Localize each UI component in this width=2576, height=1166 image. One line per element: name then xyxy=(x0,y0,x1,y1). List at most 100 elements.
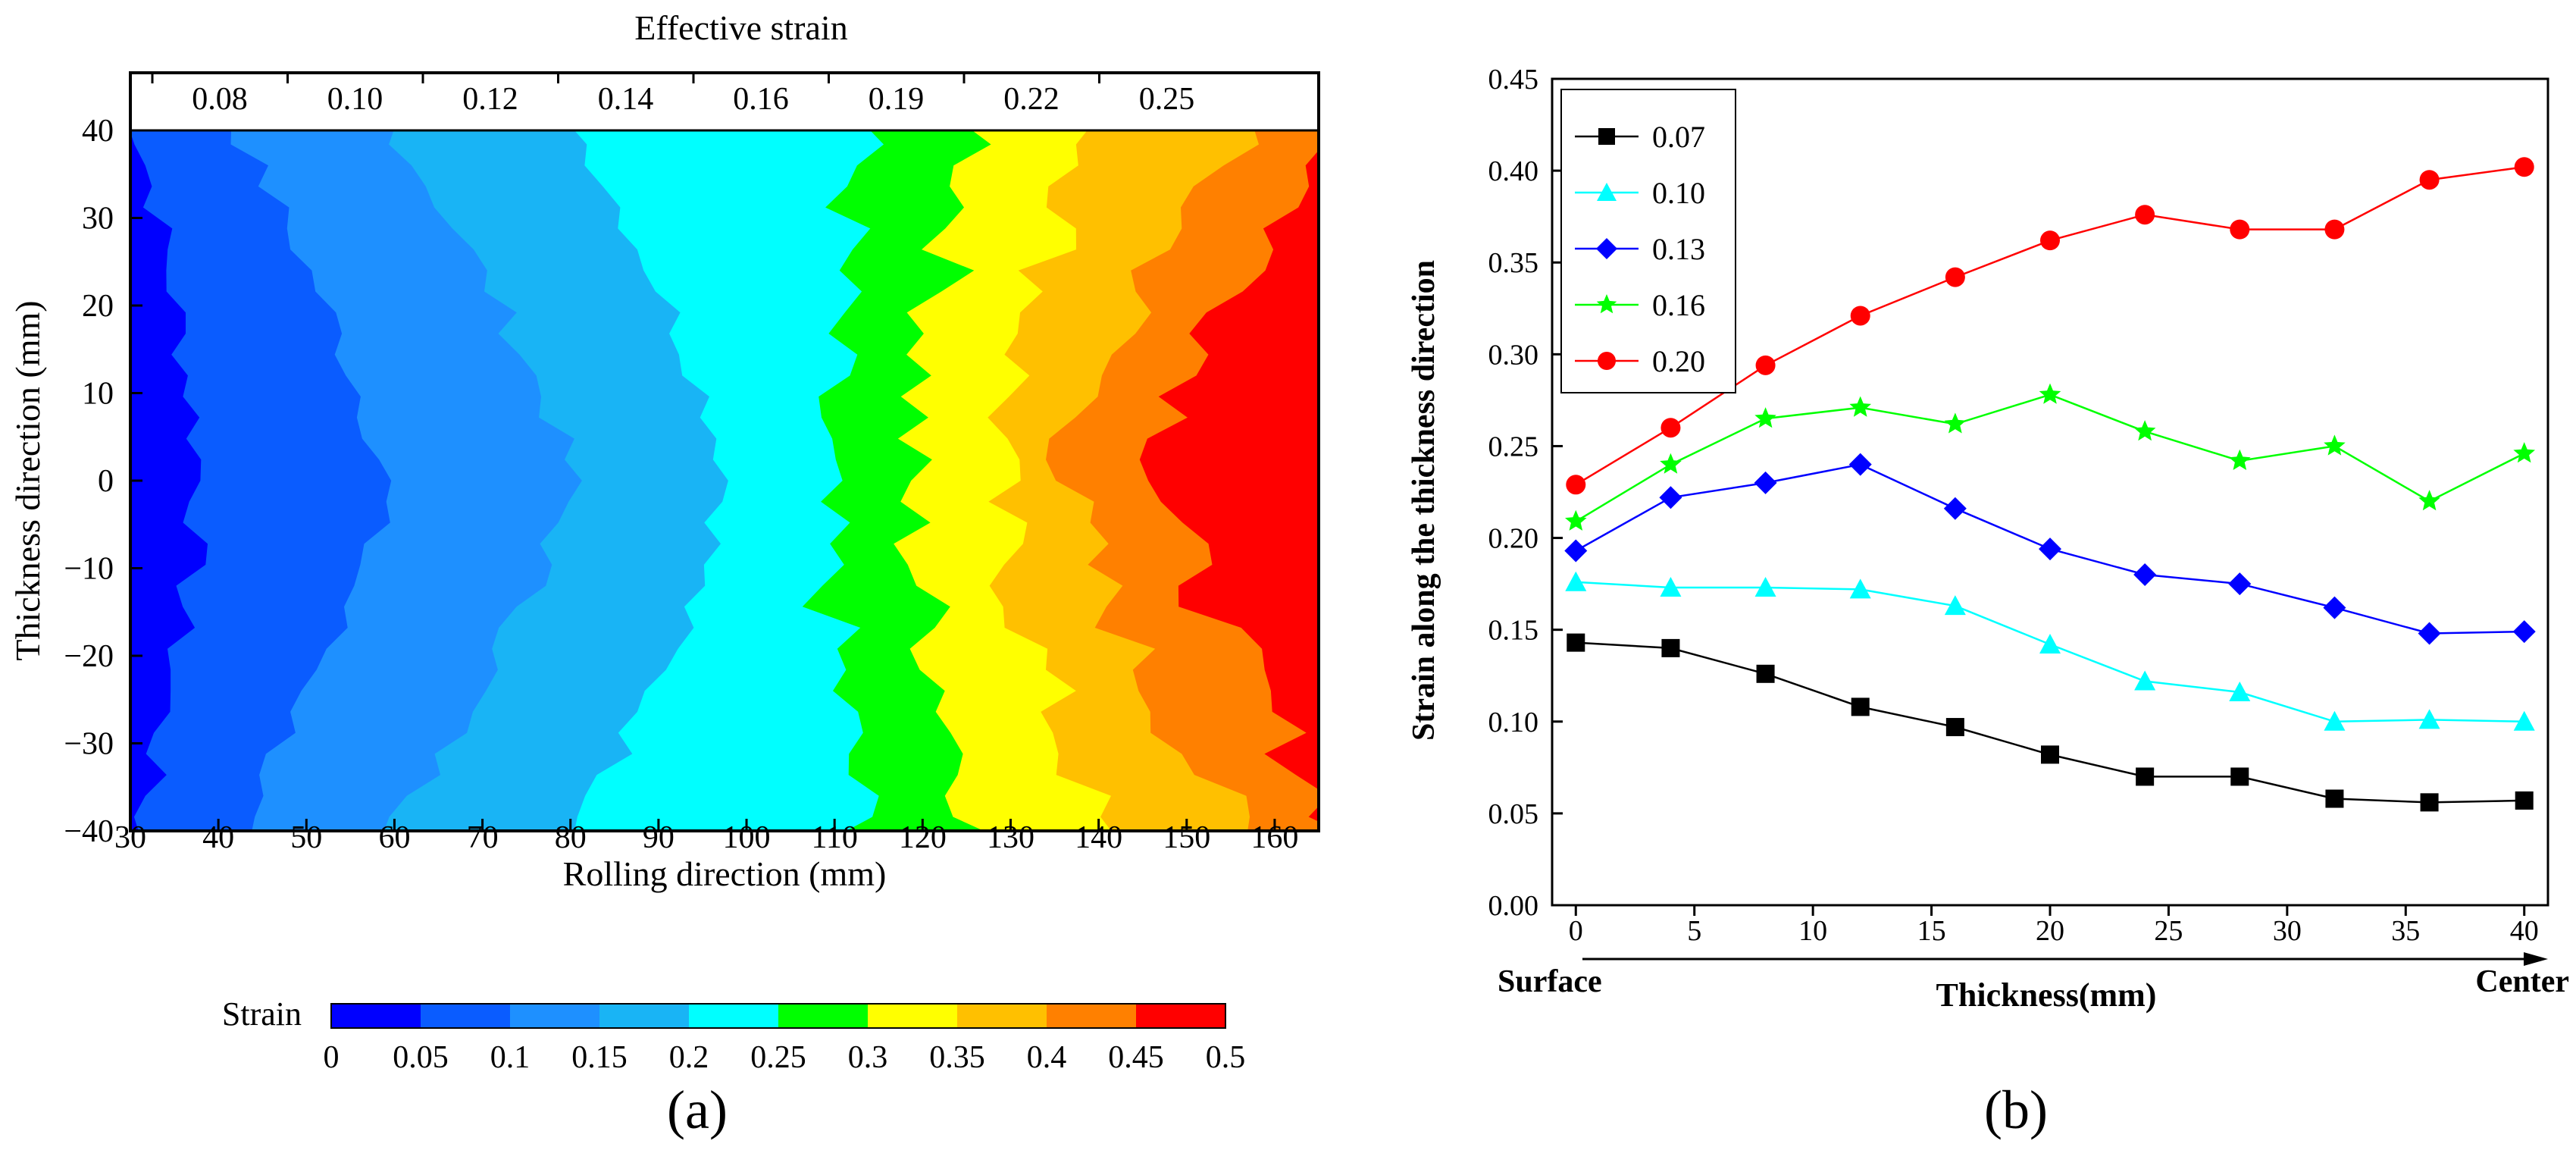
surface-label: Surface xyxy=(1498,964,1602,999)
center-label: Center xyxy=(2475,964,2569,999)
data-point xyxy=(1565,509,1587,531)
x-axis-tick-label: 110 xyxy=(811,820,857,855)
data-point xyxy=(1567,633,1585,652)
legend-item: 0.13 xyxy=(1575,232,1705,266)
legend-item: 0.16 xyxy=(1575,288,1705,322)
data-point xyxy=(2513,442,2535,463)
data-point xyxy=(2418,709,2440,729)
colorbar-segment xyxy=(1047,1004,1136,1028)
x-axis-tick-label: 40 xyxy=(202,820,234,855)
top-axis-tick-label: 0.14 xyxy=(598,82,654,117)
panel-a-frame xyxy=(129,71,1320,832)
colorbar-segment xyxy=(957,1004,1047,1028)
colorbar-tick-label: 0.05 xyxy=(393,1040,449,1075)
data-point xyxy=(1659,486,1682,509)
data-point xyxy=(2325,789,2344,808)
series-0.13 xyxy=(1564,453,2536,645)
data-point xyxy=(2514,157,2534,177)
data-point xyxy=(1943,497,1967,520)
data-point xyxy=(2323,596,2346,619)
colorbar-tick-label: 0.1 xyxy=(490,1040,531,1075)
data-point xyxy=(1849,578,1871,599)
top-axis-tick-label: 0.08 xyxy=(192,82,248,117)
x-axis-tick-label: 90 xyxy=(643,820,675,855)
data-point xyxy=(2418,490,2440,511)
data-point xyxy=(2229,682,2251,702)
y-axis-tick-label: 30 xyxy=(82,202,114,237)
panel-b-label: (b) xyxy=(1984,1080,2048,1140)
legend-label: 0.16 xyxy=(1652,288,1705,322)
panel-a-label: (a) xyxy=(667,1080,728,1140)
x-axis-tick-label: 120 xyxy=(899,820,947,855)
data-point xyxy=(1754,471,1777,494)
data-point xyxy=(2512,620,2536,644)
data-point xyxy=(1850,306,1870,326)
data-point xyxy=(1754,576,1776,597)
data-point xyxy=(1851,697,1870,716)
series-line xyxy=(1575,393,2525,522)
x-axis-tick-label: 35 xyxy=(2391,915,2420,947)
colorbar-segment xyxy=(778,1004,868,1028)
series-0.10 xyxy=(1565,571,2535,731)
x-axis-tick-label: 70 xyxy=(467,820,499,855)
data-point xyxy=(2039,634,2061,654)
top-axis-tick-label: 0.10 xyxy=(327,82,383,117)
colorbar-tick-label: 0.15 xyxy=(571,1040,628,1075)
data-point xyxy=(2230,767,2249,786)
x-axis-tick-label: 160 xyxy=(1250,820,1298,855)
data-point xyxy=(1944,412,1967,434)
colorbar-tick-label: 0.5 xyxy=(1206,1040,1246,1075)
colorbar xyxy=(330,1003,1226,1029)
x-axis-tick-label: 80 xyxy=(555,820,587,855)
panel-b-x-axis-label: Thickness(mm) xyxy=(1936,976,2157,1014)
data-point xyxy=(2324,434,2346,456)
colorbar-segment xyxy=(510,1004,599,1028)
data-point xyxy=(1848,453,1872,476)
panel-a-y-axis-label: Thickness direction (mm) xyxy=(8,300,47,660)
panel-b-legend: 0.07 0.10 0.13 0.16 0.20 xyxy=(1560,89,1736,393)
y-axis-tick-label: 0.15 xyxy=(1488,615,1539,647)
colorbar-tick-label: 0.4 xyxy=(1027,1040,1067,1075)
y-axis-tick-label: 0.35 xyxy=(1488,247,1539,279)
legend-label: 0.07 xyxy=(1652,120,1705,154)
contour-band-9 xyxy=(1139,150,1319,822)
colorbar-tick-label: 0.45 xyxy=(1108,1040,1164,1075)
data-point xyxy=(1598,128,1615,145)
x-axis-tick-label: 30 xyxy=(114,820,146,855)
legend-box xyxy=(1560,89,1736,393)
colorbar-segment xyxy=(599,1004,689,1028)
data-point xyxy=(2040,230,2060,251)
y-axis-tick-label: 0.30 xyxy=(1488,339,1539,371)
data-point xyxy=(2039,383,2061,404)
colorbar-tick-label: 0 xyxy=(324,1040,340,1075)
data-point xyxy=(2515,791,2534,810)
x-axis-tick-label: 60 xyxy=(378,820,410,855)
x-axis-tick-label: 10 xyxy=(1798,915,1827,947)
x-axis-tick-label: 50 xyxy=(290,820,322,855)
data-point xyxy=(2420,793,2439,812)
data-point xyxy=(2039,538,2061,561)
data-point xyxy=(2230,219,2250,240)
panel-a-title: Effective strain xyxy=(634,8,847,47)
y-axis-tick-label: 10 xyxy=(82,377,114,412)
panel-a-y-axis: 40 30 20 10 0 −10 −20 −30 −40 xyxy=(64,114,142,849)
colorbar-tick-label: 0.3 xyxy=(848,1040,888,1075)
data-point xyxy=(1564,539,1588,563)
panel-a-strain-map: Effective strain 30 40 50 60 70 80 90 100 110 120… xyxy=(8,8,1320,1140)
x-axis-tick-label: 40 xyxy=(2510,915,2539,947)
strain-contour-map xyxy=(130,130,1319,831)
data-point xyxy=(1660,576,1682,597)
data-point xyxy=(2135,205,2155,225)
top-axis-tick-label: 0.25 xyxy=(1139,82,1195,117)
data-point xyxy=(2133,420,2156,441)
legend-label: 0.10 xyxy=(1652,176,1705,210)
y-axis-tick-label: −40 xyxy=(64,814,114,849)
top-axis-tick-label: 0.16 xyxy=(733,82,789,117)
data-point xyxy=(2513,710,2535,731)
data-point xyxy=(1944,595,1966,616)
panel-b-y-axis-label: Strain along the thickness direction xyxy=(1407,260,1441,741)
legend-label: 0.13 xyxy=(1652,232,1705,266)
colorbar-label: Strain xyxy=(222,995,302,1033)
data-point xyxy=(2229,449,2251,470)
